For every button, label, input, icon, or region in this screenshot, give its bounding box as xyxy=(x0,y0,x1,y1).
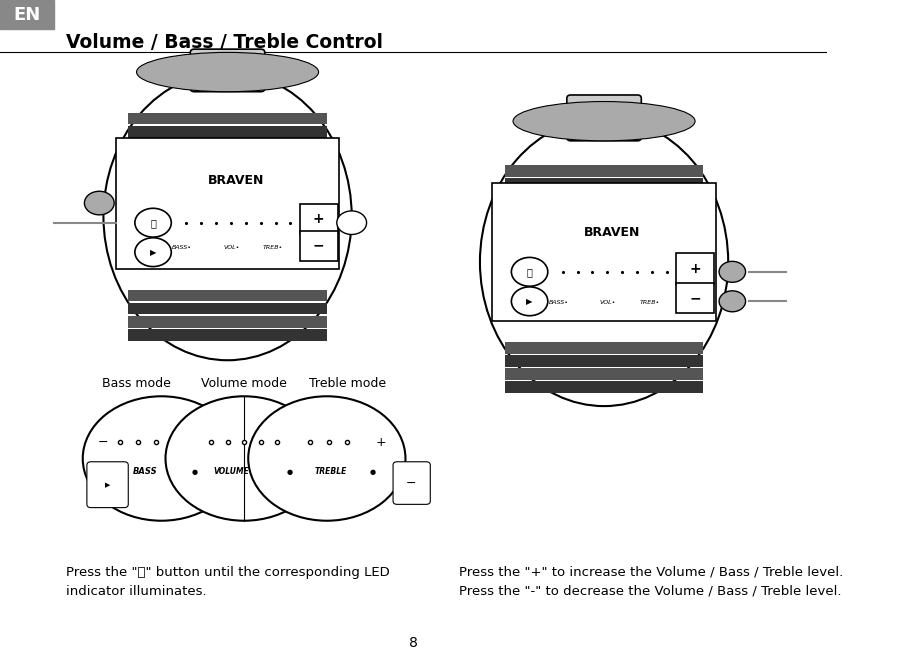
Ellipse shape xyxy=(137,52,319,92)
Text: ⏻: ⏻ xyxy=(527,267,532,277)
Text: 8: 8 xyxy=(409,636,418,650)
Text: BRAVEN: BRAVEN xyxy=(207,174,264,187)
FancyBboxPatch shape xyxy=(128,126,327,138)
Text: Bass mode: Bass mode xyxy=(102,377,171,390)
Text: ▶: ▶ xyxy=(105,481,110,488)
Text: +: + xyxy=(689,261,701,276)
Circle shape xyxy=(337,211,367,234)
Ellipse shape xyxy=(480,118,728,406)
Text: Volume mode: Volume mode xyxy=(201,377,287,390)
Text: BASS•: BASS• xyxy=(549,300,569,305)
Ellipse shape xyxy=(513,102,695,141)
Circle shape xyxy=(135,238,171,267)
Text: ▶: ▶ xyxy=(526,297,532,306)
FancyBboxPatch shape xyxy=(505,342,704,354)
FancyBboxPatch shape xyxy=(676,253,714,284)
Text: −: − xyxy=(689,291,701,305)
Text: Treble mode: Treble mode xyxy=(309,377,387,390)
FancyBboxPatch shape xyxy=(0,0,54,29)
FancyBboxPatch shape xyxy=(128,316,327,328)
FancyBboxPatch shape xyxy=(128,139,327,151)
FancyBboxPatch shape xyxy=(116,138,340,269)
FancyBboxPatch shape xyxy=(505,165,704,177)
Circle shape xyxy=(512,287,548,316)
Text: −: − xyxy=(98,436,109,449)
Circle shape xyxy=(249,396,405,521)
Text: VOL•: VOL• xyxy=(600,300,616,305)
Text: +: + xyxy=(376,436,386,449)
FancyBboxPatch shape xyxy=(567,95,642,141)
Circle shape xyxy=(512,257,548,286)
FancyBboxPatch shape xyxy=(128,303,327,314)
Text: ●: ● xyxy=(287,468,293,475)
FancyBboxPatch shape xyxy=(128,113,327,124)
Text: TREB•: TREB• xyxy=(263,245,283,250)
FancyBboxPatch shape xyxy=(676,283,714,313)
FancyBboxPatch shape xyxy=(505,355,704,367)
Text: ●: ● xyxy=(191,468,197,475)
FancyBboxPatch shape xyxy=(505,178,704,190)
Text: ●: ● xyxy=(369,468,376,475)
Text: BRAVEN: BRAVEN xyxy=(584,226,641,239)
FancyBboxPatch shape xyxy=(505,204,704,216)
FancyBboxPatch shape xyxy=(190,49,265,92)
Text: ⏻: ⏻ xyxy=(150,217,156,228)
Text: Press the "+" to increase the Volume / Bass / Treble level.
Press the "-" to dec: Press the "+" to increase the Volume / B… xyxy=(460,566,843,597)
Circle shape xyxy=(719,291,745,312)
FancyBboxPatch shape xyxy=(505,368,704,380)
Circle shape xyxy=(135,208,171,237)
FancyBboxPatch shape xyxy=(505,381,704,393)
FancyBboxPatch shape xyxy=(299,204,338,234)
FancyBboxPatch shape xyxy=(128,329,327,341)
Text: TREBLE: TREBLE xyxy=(314,467,347,476)
Text: Volume / Bass / Treble Control: Volume / Bass / Treble Control xyxy=(66,33,383,52)
Text: ▶: ▶ xyxy=(150,248,157,257)
FancyBboxPatch shape xyxy=(393,462,431,504)
Text: VOL•: VOL• xyxy=(223,245,240,250)
Text: BASS•: BASS• xyxy=(172,245,192,250)
Text: −: − xyxy=(406,477,416,490)
Circle shape xyxy=(85,191,114,215)
Text: +: + xyxy=(313,212,324,227)
Text: BASS: BASS xyxy=(132,467,157,476)
Text: −: − xyxy=(313,238,324,253)
Text: EN: EN xyxy=(14,6,41,24)
FancyBboxPatch shape xyxy=(492,183,715,321)
FancyBboxPatch shape xyxy=(86,462,128,508)
Text: VOLUME: VOLUME xyxy=(214,467,250,476)
FancyBboxPatch shape xyxy=(505,191,704,203)
Text: Press the "⏻" button until the corresponding LED
indicator illuminates.: Press the "⏻" button until the correspon… xyxy=(66,566,390,597)
FancyBboxPatch shape xyxy=(128,290,327,301)
FancyBboxPatch shape xyxy=(299,231,338,261)
Circle shape xyxy=(719,261,745,282)
Text: TREB•: TREB• xyxy=(640,300,660,305)
Ellipse shape xyxy=(104,72,351,360)
Circle shape xyxy=(166,396,323,521)
Circle shape xyxy=(83,396,240,521)
FancyBboxPatch shape xyxy=(128,152,327,164)
